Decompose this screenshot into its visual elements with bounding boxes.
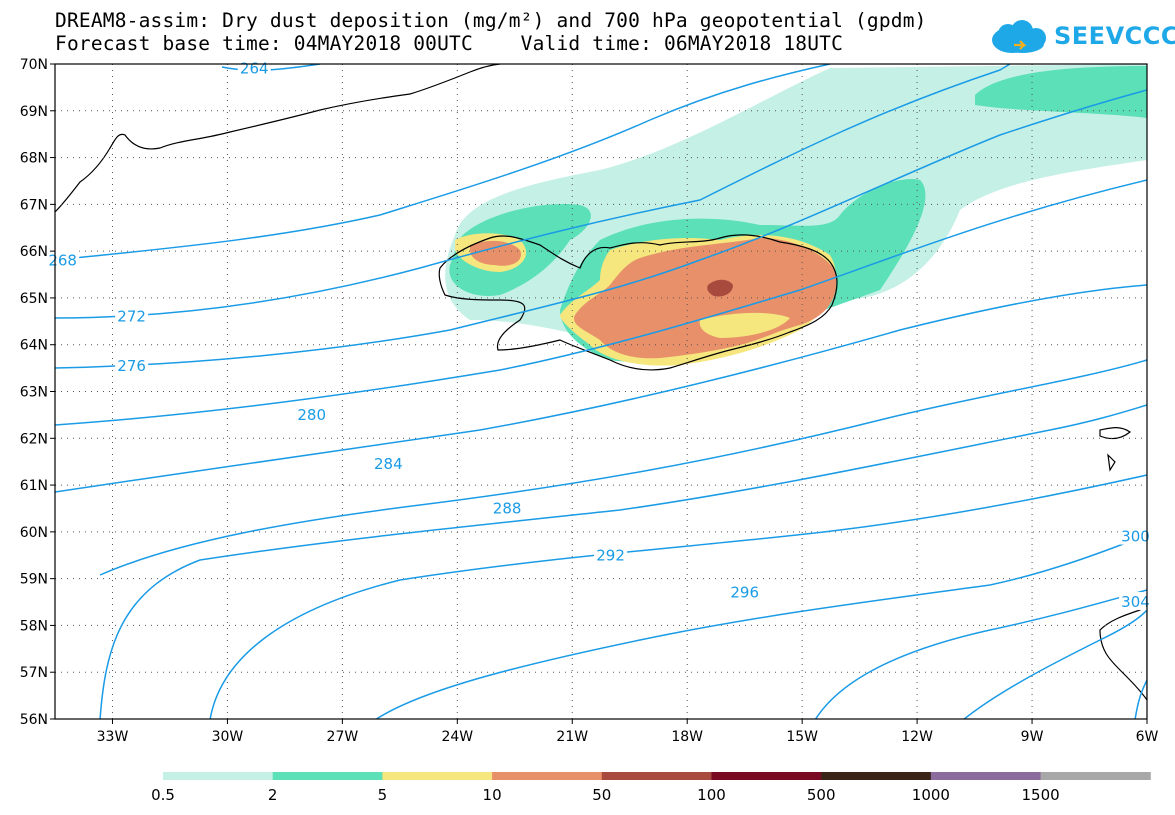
contour-264 [221, 64, 321, 72]
legend-swatch [492, 772, 603, 780]
contour-272 [55, 64, 1011, 319]
legend-label: 1500 [1022, 786, 1060, 804]
lon-tick-label: 9W [1021, 729, 1044, 745]
lat-tick-label: 70N [20, 57, 48, 73]
legend-swatch [601, 772, 712, 780]
contour-label-bg [115, 355, 149, 374]
lon-tick-label: 12W [901, 729, 933, 745]
lat-tick-label: 61N [20, 478, 48, 494]
lon-tick-label: 33W [97, 729, 129, 745]
lat-tick-label: 57N [20, 665, 48, 681]
lon-tick-label: 6W [1136, 729, 1159, 745]
lon-tick-label: 18W [671, 729, 703, 745]
lat-tick-label: 63N [20, 385, 48, 401]
contour-label: 272 [117, 308, 146, 326]
contour-284 [55, 284, 1147, 493]
cloud-icon [992, 20, 1046, 53]
contour-label: 280 [297, 406, 326, 424]
contour-288 [99, 359, 1147, 576]
contour-296 [209, 474, 1147, 719]
contour-label-bg [1119, 592, 1153, 611]
contour-label-bg [728, 582, 762, 601]
legend-label: 1000 [912, 786, 950, 804]
contour-label-bg [594, 545, 628, 564]
seevccc-logo [992, 20, 1046, 53]
lon-tick-label: 24W [441, 729, 473, 745]
contour-label-bg [371, 454, 405, 473]
legend-swatch [711, 772, 822, 780]
contour-label-bg [115, 306, 149, 325]
contour-292 [99, 404, 1147, 719]
forecast-times: Forecast base time: 04MAY2018 00UTC Vali… [55, 33, 843, 55]
legend-label: 100 [697, 786, 726, 804]
contour-label-bg [295, 404, 329, 423]
legend-swatch [163, 772, 274, 780]
contour-label: 288 [493, 499, 522, 517]
legend-label: 10 [483, 786, 502, 804]
contour-label: 284 [374, 455, 403, 473]
lat-tick-label: 64N [20, 338, 48, 354]
contour-label: 292 [596, 546, 625, 564]
contour-label: 304 [1121, 593, 1150, 611]
lat-tick-label: 67N [20, 197, 48, 213]
map-title: DREAM8-assim: Dry dust deposition (mg/m²… [55, 9, 927, 32]
legend-label: 50 [592, 786, 611, 804]
coastlines [55, 64, 1147, 702]
contour-label: 276 [117, 357, 146, 375]
lat-tick-label: 69N [20, 104, 48, 120]
contour-label-bg [237, 58, 271, 77]
legend-label: 0.5 [151, 786, 175, 804]
lon-tick-label: 21W [556, 729, 588, 745]
contour-308 [963, 609, 1147, 719]
legend-swatch [821, 772, 932, 780]
legend-label: 5 [378, 786, 388, 804]
lat-tick-label: 62N [20, 431, 48, 447]
contour-label-bg [1119, 526, 1153, 545]
contour-label: 300 [1121, 528, 1150, 546]
lat-tick-label: 65N [20, 291, 48, 307]
legend-swatch [930, 772, 1042, 780]
contour-label: 296 [730, 584, 759, 602]
forecast-base-time: Forecast base time: 04MAY2018 00UTC [55, 32, 473, 55]
longitude-axis: 33W 30W 27W 24W 21W 18W 15W 12W 9W 6W [97, 719, 1159, 745]
lat-tick-label: 59N [20, 572, 48, 588]
contour-276 [55, 89, 1147, 369]
color-legend: 0.5 2 5 10 50 100 500 1000 1500 [151, 772, 1151, 804]
dust-deposition-field [445, 64, 1147, 366]
geopotential-contours [55, 64, 1147, 719]
contour-312 [1134, 679, 1147, 719]
contour-label-bg [490, 498, 524, 517]
contour-280 [55, 179, 1147, 426]
legend-label: 500 [807, 786, 836, 804]
map-gridlines [55, 64, 1147, 719]
lat-tick-label: 60N [20, 525, 48, 541]
latitude-axis: 70N 69N 68N 67N 66N 65N 64N 63N 62N 61N 60N 59N 58N 5… [20, 57, 55, 728]
legend-swatch [1040, 772, 1151, 780]
contour-300 [375, 534, 1147, 719]
lon-tick-label: 15W [786, 729, 818, 745]
lon-tick-label: 30W [212, 729, 244, 745]
legend-label: 2 [268, 786, 278, 804]
lat-tick-label: 56N [20, 712, 48, 728]
contour-label: 268 [48, 252, 77, 270]
contour-304 [814, 589, 1147, 719]
lon-tick-label: 27W [327, 729, 359, 745]
legend-swatch [382, 772, 493, 780]
contour-label: 264 [240, 60, 269, 78]
legend-swatch [272, 772, 383, 780]
lat-tick-label: 68N [20, 151, 48, 167]
lat-tick-label: 66N [20, 244, 48, 260]
contour-268 [55, 64, 831, 261]
lat-tick-label: 58N [20, 618, 48, 634]
valid-time: Valid time: 06MAY2018 18UTC [520, 32, 844, 55]
logo-text: SEEVCCC [1054, 22, 1175, 50]
